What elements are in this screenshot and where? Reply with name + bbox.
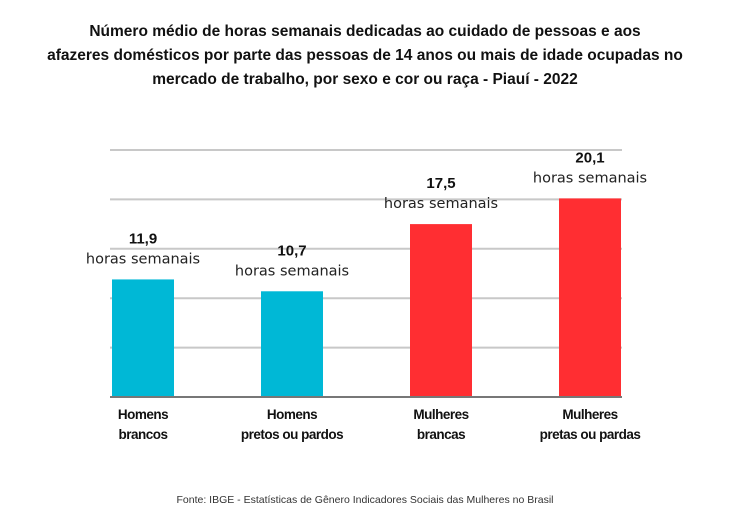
category-label: Homens [267,407,317,422]
bar [261,291,323,397]
category-label: brancos [118,427,167,442]
unit-label: horas semanais [235,263,349,279]
category-label: pretos ou pardos [241,427,343,442]
source-note: Fonte: IBGE - Estatísticas de Gênero Ind… [176,494,554,506]
unit-label: horas semanais [533,170,647,186]
category-label: pretas ou pardas [540,427,641,442]
unit-label: horas semanais [384,196,498,212]
title-line-2: afazeres domésticos por parte das pessoa… [47,47,683,64]
category-label: brancas [417,427,465,442]
title-line-1: Número médio de horas semanais dedicadas… [89,23,641,40]
chart-title: Número médio de horas semanais dedicadas… [0,20,730,92]
bar [559,198,621,397]
unit-label: horas semanais [86,251,200,267]
value-label: 11,9 [129,230,157,247]
category-label: Homens [118,407,168,422]
value-label: 20,1 [575,149,604,166]
bar [410,224,472,397]
category-label: Mulheres [413,407,468,422]
value-label: 17,5 [426,175,455,192]
title-line-3: mercado de trabalho, por sexo e cor ou r… [152,71,578,88]
category-label: Mulheres [562,407,617,422]
value-label: 10,7 [277,242,306,259]
bar [112,279,174,397]
